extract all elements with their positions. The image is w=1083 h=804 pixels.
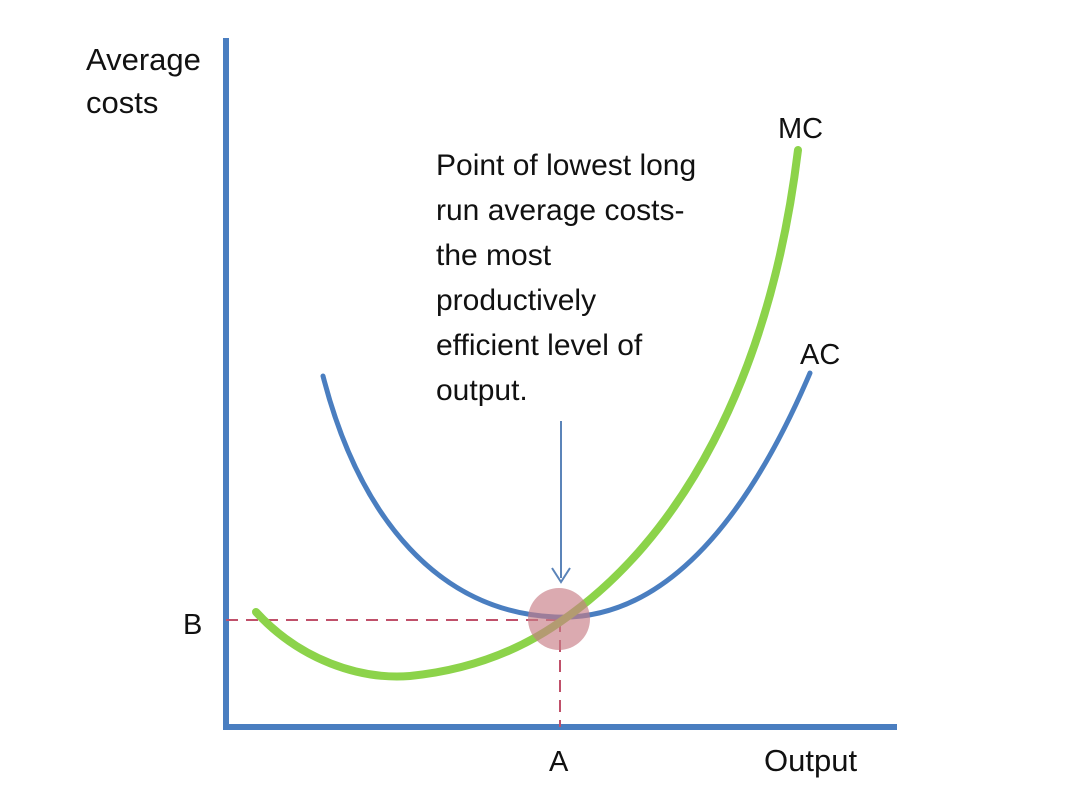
ac-curve [320, 370, 813, 620]
y-axis-title-line-1: Average [86, 42, 201, 77]
annotation-line-1: Point of lowest long [436, 149, 696, 182]
mc-label: MC [778, 113, 823, 145]
annotation-line-5: efficient level of [436, 329, 643, 362]
y-axis-title-line-2: costs [86, 85, 158, 120]
annotation-line-3: the most [436, 239, 552, 272]
annotation-line-4: productively [436, 284, 596, 317]
ac-label: AC [800, 339, 840, 371]
y-level-label: B [183, 609, 202, 641]
x-level-label: A [549, 746, 569, 778]
annotation-line-2: run average costs- [436, 194, 684, 227]
annotation-line-6: output. [436, 374, 528, 407]
minimum-point-marker [528, 588, 590, 650]
mc-curve [252, 146, 802, 681]
annotation-arrow-head [551, 567, 571, 584]
x-axis-title: Output [764, 743, 857, 778]
